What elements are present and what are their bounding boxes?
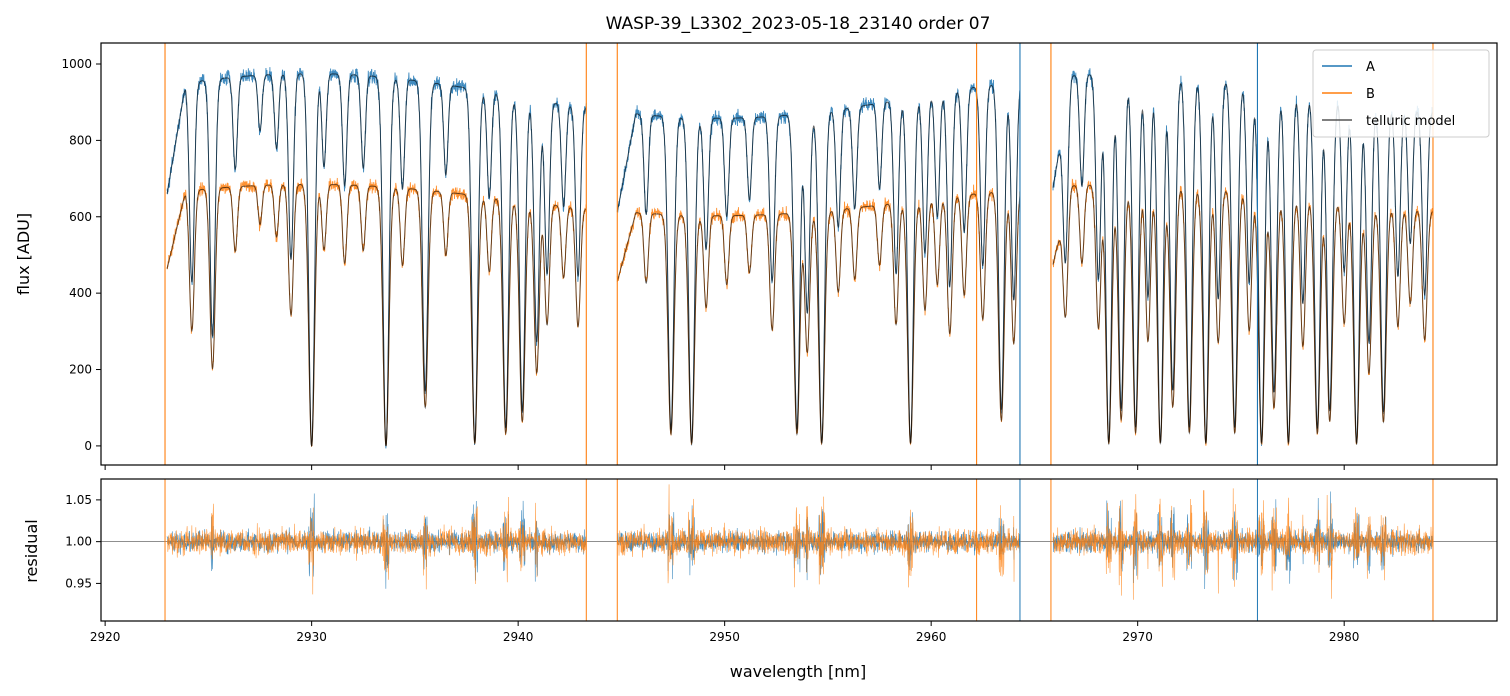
x-axis-label: wavelength [nm] (730, 662, 867, 681)
telluric-model-b-line (1052, 184, 1434, 446)
legend-label-a: A (1366, 60, 1375, 75)
flux-axis-label: flux [ADU] (14, 213, 33, 295)
telluric-model-a-line (1052, 74, 1434, 445)
telluric-model-a-line (166, 73, 587, 447)
flux-x-ticks (104, 465, 1345, 470)
residual-y-tick-label: 1.00 (65, 535, 92, 549)
x-tick-label: 2930 (296, 630, 327, 644)
flux-panel-frame (100, 42, 1498, 466)
residual-axis-label: residual (22, 519, 41, 582)
residual-b-line (166, 496, 587, 595)
flux-panel: 0 200 400 600 800 1000 flux [ADU] A B telluri… (14, 42, 1498, 470)
flux-y-tick-label: 200 (69, 363, 92, 377)
chart-title: WASP-39_L3302_2023-05-18_23140 order 07 (606, 14, 991, 34)
residual-y-tick-label: 1.05 (65, 493, 92, 507)
legend-box (1312, 49, 1490, 138)
x-tick-label: 2960 (916, 630, 947, 644)
legend-label-b: B (1366, 87, 1375, 102)
flux-y-tick-label: 800 (69, 133, 92, 147)
flux-y-tick-label: 1000 (61, 57, 92, 71)
flux-plot-area (164, 43, 1434, 465)
flux-y-tick-label: 600 (69, 210, 92, 224)
legend-label-model: telluric model (1366, 114, 1455, 129)
flux-y-ticks: 0 200 400 600 800 1000 (61, 57, 101, 453)
x-tick-label: 2970 (1122, 630, 1153, 644)
x-tick-label: 2980 (1329, 630, 1360, 644)
residual-panel: 0.95 1.00 1.05 2920 2930 2940 2950 2960 2970 298… (22, 478, 1498, 644)
residual-panel-frame (100, 478, 1498, 622)
residual-y-tick-label: 0.95 (65, 576, 92, 590)
legend: A B telluric model (1312, 49, 1490, 138)
telluric-model-b-line (166, 184, 587, 447)
residual-b-line (616, 484, 1021, 588)
x-tick-label: 2950 (709, 630, 740, 644)
residual-x-ticks: 2920 2930 2940 2950 2960 2970 2980 (90, 621, 1360, 644)
x-tick-label: 2940 (503, 630, 534, 644)
flux-y-tick-label: 400 (69, 286, 92, 300)
residual-plot-area (101, 479, 1497, 621)
residual-y-ticks: 0.95 1.00 1.05 (65, 493, 101, 590)
x-tick-label: 2920 (90, 630, 121, 644)
flux-y-tick-label: 0 (84, 439, 92, 453)
telluric-model-b-line (616, 192, 1021, 446)
residual-a-line (166, 493, 587, 589)
residual-b-line (1052, 488, 1434, 600)
telluric-model-a-line (616, 84, 1021, 444)
